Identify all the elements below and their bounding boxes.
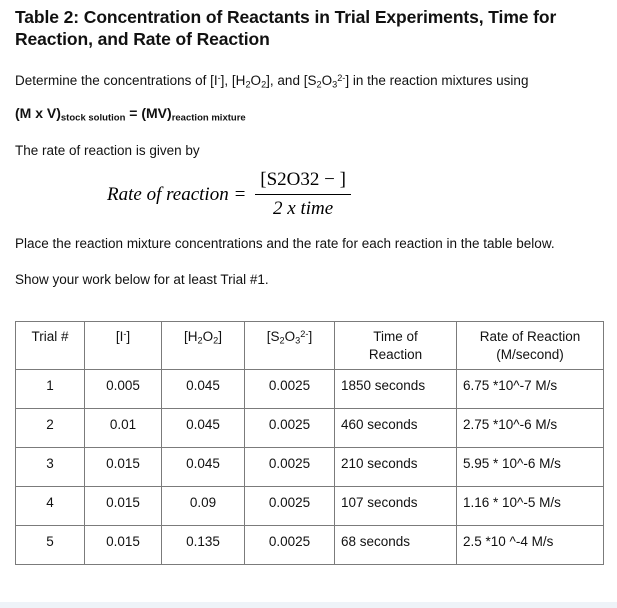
rate-formula-denominator: 2 x time xyxy=(273,198,334,219)
rate-formula-lhs: Rate of reaction = xyxy=(107,183,247,205)
document-page: Table 2: Concentration of Reactants in T… xyxy=(15,7,604,565)
table-row: 3 0.015 0.045 0.0025 210 seconds 5.95 * … xyxy=(15,447,604,487)
cell-peroxide: 0.09 xyxy=(161,486,245,526)
rate-intro-text: The rate of reaction is given by xyxy=(15,143,200,158)
cell-rate: 5.95 * 10^-6 M/s xyxy=(456,447,604,487)
show-work-instruction: Show your work below for at least Trial … xyxy=(15,272,269,287)
cell-rate: 6.75 *10^-7 M/s xyxy=(456,369,604,409)
cell-thiosulfate: 0.0025 xyxy=(244,447,335,487)
cell-peroxide: 0.045 xyxy=(161,447,245,487)
cell-time: 1850 seconds xyxy=(334,369,457,409)
cell-iodide: 0.01 xyxy=(84,408,162,448)
reaction-data-table: Trial # [I-] [H2O2] [S2O32-] Time of Rea… xyxy=(15,321,604,565)
rate-formula-fraction: [S2O32 − ] 2 x time xyxy=(255,169,351,220)
table-row: 5 0.015 0.135 0.0025 68 seconds 2.5 *10 … xyxy=(15,525,604,565)
cell-time: 210 seconds xyxy=(334,447,457,487)
cell-thiosulfate: 0.0025 xyxy=(244,486,335,526)
window-bottom-edge xyxy=(0,602,617,608)
cell-thiosulfate: 0.0025 xyxy=(244,408,335,448)
cell-peroxide: 0.045 xyxy=(161,369,245,409)
cell-rate: 2.75 *10^-6 M/s xyxy=(456,408,604,448)
cell-iodide: 0.015 xyxy=(84,447,162,487)
cell-thiosulfate: 0.0025 xyxy=(244,525,335,565)
cell-rate: 1.16 * 10^-5 M/s xyxy=(456,486,604,526)
header-rate: Rate of Reaction (M/second) xyxy=(456,321,604,370)
cell-peroxide: 0.045 xyxy=(161,408,245,448)
header-thiosulfate: [S2O32-] xyxy=(244,321,335,370)
table-row: 4 0.015 0.09 0.0025 107 seconds 1.16 * 1… xyxy=(15,486,604,526)
cell-trial: 2 xyxy=(15,408,85,448)
cell-rate: 2.5 *10 ^-4 M/s xyxy=(456,525,604,565)
cell-iodide: 0.015 xyxy=(84,525,162,565)
header-time: Time of Reaction xyxy=(334,321,457,370)
cell-time: 107 seconds xyxy=(334,486,457,526)
header-iodide: [I-] xyxy=(84,321,162,370)
table-header-row: Trial # [I-] [H2O2] [S2O32-] Time of Rea… xyxy=(15,321,604,370)
page-title: Table 2: Concentration of Reactants in T… xyxy=(15,7,557,49)
header-peroxide: [H2O2] xyxy=(161,321,245,370)
place-instruction: Place the reaction mixture concentration… xyxy=(15,236,555,251)
cell-time: 460 seconds xyxy=(334,408,457,448)
table-row: 2 0.01 0.045 0.0025 460 seconds 2.75 *10… xyxy=(15,408,604,448)
cell-trial: 1 xyxy=(15,369,85,409)
cell-iodide: 0.015 xyxy=(84,486,162,526)
header-trial: Trial # xyxy=(15,321,85,370)
dilution-equation: (M x V)stock solution = (MV)reaction mix… xyxy=(15,105,246,124)
table-row: 1 0.005 0.045 0.0025 1850 seconds 6.75 *… xyxy=(15,369,604,409)
cell-thiosulfate: 0.0025 xyxy=(244,369,335,409)
cell-iodide: 0.005 xyxy=(84,369,162,409)
rate-formula: Rate of reaction = [S2O32 − ] 2 x time xyxy=(107,169,600,220)
intro-paragraph: Determine the concentrations of [I-], [H… xyxy=(15,72,529,90)
cell-time: 68 seconds xyxy=(334,525,457,565)
cell-trial: 4 xyxy=(15,486,85,526)
cell-trial: 3 xyxy=(15,447,85,487)
rate-formula-numerator: [S2O32 − ] xyxy=(255,169,351,195)
cell-peroxide: 0.135 xyxy=(161,525,245,565)
cell-trial: 5 xyxy=(15,525,85,565)
